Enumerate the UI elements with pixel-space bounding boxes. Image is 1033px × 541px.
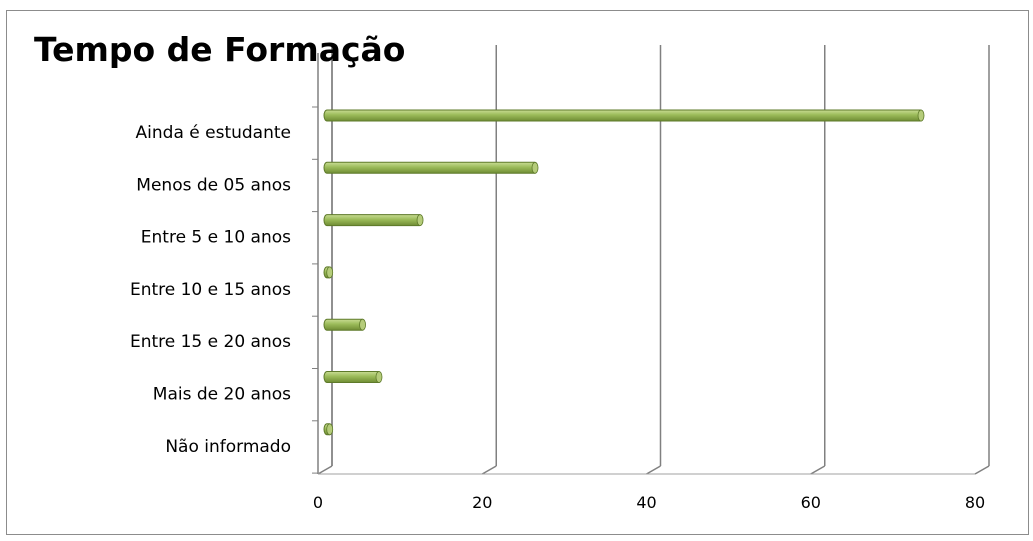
category-label: Entre 5 e 10 anos xyxy=(141,228,291,248)
category-label: Entre 10 e 15 anos xyxy=(130,280,291,300)
gridline-floor xyxy=(646,465,661,475)
axes xyxy=(312,45,975,475)
gridlines xyxy=(317,45,990,475)
x-tick-label: 0 xyxy=(313,493,323,512)
bar xyxy=(323,214,424,227)
category-labels: Ainda é estudante Menos de 05 anos Entre 5… xyxy=(130,123,291,457)
bar xyxy=(323,423,334,436)
category-label: Entre 15 e 20 anos xyxy=(130,332,291,352)
bar xyxy=(323,161,539,174)
category-label: Ainda é estudante xyxy=(136,123,291,143)
chart-title: Tempo de Formação xyxy=(34,30,406,69)
gridline-floor xyxy=(317,465,333,475)
x-tick-label: 40 xyxy=(636,493,656,512)
x-tick-labels: 0 20 40 60 80 xyxy=(313,493,985,512)
category-label: Mais de 20 anos xyxy=(153,385,291,405)
bars xyxy=(323,109,925,436)
category-label: Não informado xyxy=(165,437,291,457)
chart-frame xyxy=(6,10,1029,535)
bar xyxy=(323,109,925,122)
x-tick-label: 80 xyxy=(965,493,985,512)
x-tick-label: 20 xyxy=(472,493,492,512)
gridline-floor xyxy=(974,465,990,475)
gridline-floor xyxy=(810,465,826,475)
x-tick-label: 60 xyxy=(801,493,821,512)
bar xyxy=(323,318,366,331)
bar xyxy=(323,266,334,279)
gridline-floor xyxy=(481,465,497,475)
category-label: Menos de 05 anos xyxy=(136,175,291,195)
bar xyxy=(323,371,383,383)
